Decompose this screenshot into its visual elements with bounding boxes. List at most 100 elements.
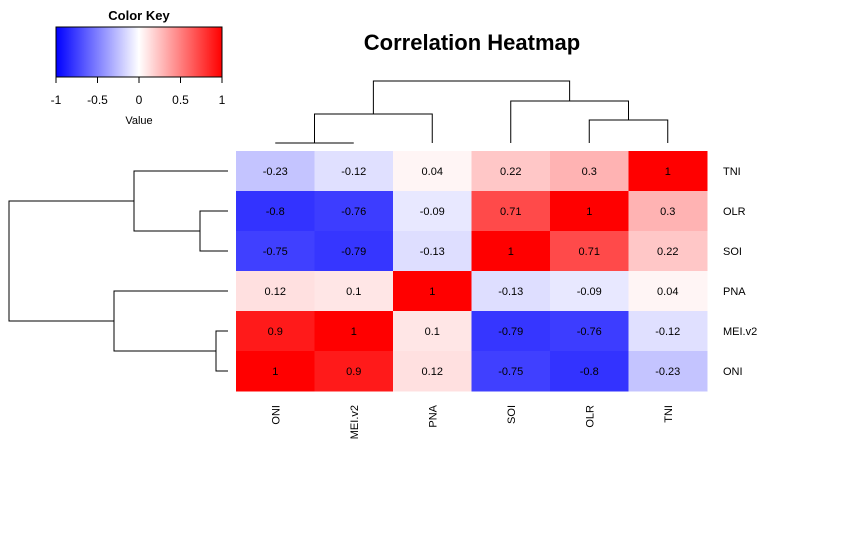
heatmap-cell: [236, 311, 315, 352]
cell-value-label: -0.23: [263, 166, 288, 178]
cell-value-label: 0.12: [422, 366, 443, 378]
row-dendrogram-branch: [113, 290, 228, 352]
color-key-value-label: Value: [125, 115, 152, 127]
cell-value-label: -0.09: [420, 206, 445, 218]
column-label: PNA: [427, 404, 439, 427]
heatmap-cell: [314, 271, 394, 312]
heatmap-cell: [550, 151, 629, 192]
cell-value-label: 0.71: [500, 206, 521, 218]
row-label: TNI: [723, 166, 741, 178]
cell-value-label: 1: [351, 326, 357, 338]
cell-value-label: 0.12: [265, 286, 286, 298]
column-dendrogram-branch: [588, 119, 669, 143]
chart-title: Correlation Heatmap: [364, 30, 580, 55]
heatmap-cell: [628, 231, 708, 272]
column-labels: ONI MEI.v2 PNA SOI OLR TNI: [270, 404, 675, 439]
cell-value-label: -0.13: [498, 286, 523, 298]
column-dendrogram-root: [372, 80, 571, 114]
heatmap-cell: [393, 311, 472, 352]
heatmap-cell: [314, 311, 394, 352]
row-label: MEI.v2: [723, 326, 757, 338]
dendrograms: [8, 80, 669, 372]
cell-value-label: -0.75: [498, 366, 523, 378]
heatmap-cell: [393, 231, 472, 272]
heatmap-cells: [236, 151, 708, 392]
color-key-tick-label: -0.5: [87, 93, 108, 107]
heatmap-cell: [314, 191, 394, 232]
heatmap-cell: [550, 271, 629, 312]
heatmap-cell: [628, 191, 708, 232]
cell-value-label: 0.9: [346, 366, 361, 378]
color-key-title: Color Key: [108, 8, 170, 23]
cell-value-label: 1: [508, 246, 514, 258]
cell-value-label: 0.04: [422, 166, 443, 178]
cell-value-label: 0.3: [660, 206, 675, 218]
row-label: PNA: [723, 286, 746, 298]
color-key-axis: -1 -0.5 0 0.5 1: [51, 76, 226, 107]
row-dendrogram-branch: [199, 210, 228, 252]
heatmap-cell: [628, 351, 708, 392]
heatmap-cell: [550, 351, 629, 392]
heatmap-cell: [236, 151, 315, 192]
cell-value-label: -0.79: [341, 246, 366, 258]
cell-value-label: 1: [586, 206, 592, 218]
heatmap-cell: [471, 151, 551, 192]
cell-value-label: -0.76: [577, 326, 602, 338]
cell-value-label: -0.12: [341, 166, 366, 178]
color-key-tick-label: -1: [51, 93, 62, 107]
heatmap-cell: [471, 351, 551, 392]
cell-value-label: 1: [665, 166, 671, 178]
heatmap-cell: [314, 231, 394, 272]
cell-value-label: -0.8: [580, 366, 599, 378]
heatmap-cell: [393, 191, 472, 232]
row-dendrogram-branch: [215, 330, 228, 372]
heatmap-cell: [393, 271, 472, 312]
column-label: OLR: [584, 405, 596, 428]
color-key-gradient-bar: [55, 26, 223, 78]
row-labels: TNI OLR SOI PNA MEI.v2 ONI: [723, 166, 757, 378]
heatmap-cell: [628, 151, 708, 192]
heatmap-cell: [471, 231, 551, 272]
cell-value-label: -0.23: [655, 366, 680, 378]
column-label: ONI: [270, 405, 282, 425]
heatmap-cell: [471, 191, 551, 232]
heatmap-cell: [236, 351, 315, 392]
cell-value-label: -0.76: [341, 206, 366, 218]
color-key-tick-label: 0.5: [172, 93, 189, 107]
row-dendrogram-branch: [133, 170, 228, 232]
cell-value-label: 0.9: [268, 326, 283, 338]
cell-value-label: 0.22: [500, 166, 521, 178]
column-dendrogram-branch: [314, 113, 433, 143]
cell-value-label: -0.8: [266, 206, 285, 218]
row-label: ONI: [723, 366, 743, 378]
heatmap-cell: [236, 271, 315, 312]
cell-value-label: 1: [429, 286, 435, 298]
column-dendrogram-branch: [510, 100, 629, 143]
heatmap-cell: [393, 151, 472, 192]
column-label: SOI: [506, 405, 518, 424]
heatmap-cell: [471, 271, 551, 312]
heatmap-cell-labels: -0.23 -0.12 0.04 0.22 0.3 1 -0.8 -0.76 -0.09 0.71…: [263, 166, 681, 378]
cell-value-label: -0.79: [498, 326, 523, 338]
row-dendrogram-root: [8, 200, 134, 322]
cell-value-label: 1: [272, 366, 278, 378]
cell-value-label: -0.13: [420, 246, 445, 258]
cell-value-label: 0.04: [657, 286, 678, 298]
heatmap-cell: [550, 191, 629, 232]
cell-value-label: 0.1: [425, 326, 440, 338]
cell-value-label: 0.3: [582, 166, 597, 178]
column-label: TNI: [663, 405, 675, 423]
cell-value-label: -0.75: [263, 246, 288, 258]
cell-value-label: 0.71: [579, 246, 600, 258]
heatmap-cell: [393, 351, 472, 392]
heatmap-cell: [314, 351, 394, 392]
heatmap-cell: [628, 271, 708, 312]
heatmap-cell: [628, 311, 708, 352]
cell-value-label: -0.12: [655, 326, 680, 338]
heatmap-cell: [550, 311, 629, 352]
heatmap-cell: [471, 311, 551, 352]
heatmap-cell: [314, 151, 394, 192]
heatmap-cell: [236, 231, 315, 272]
color-key-tick-label: 1: [219, 93, 226, 107]
